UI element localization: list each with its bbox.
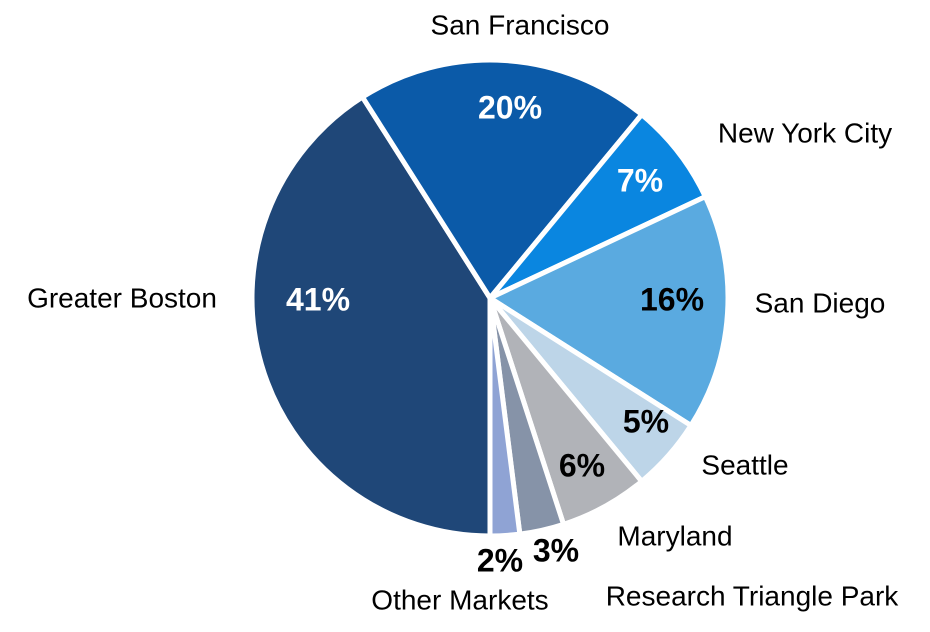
category-label: San Francisco (431, 9, 610, 40)
pie-slice (487, 295, 523, 539)
category-label: Greater Boston (27, 282, 217, 313)
category-label: Research Triangle Park (606, 580, 900, 611)
pie-slice (359, 57, 645, 301)
value-label: 7% (617, 162, 663, 198)
category-label: Maryland (617, 520, 732, 551)
value-label: 16% (640, 281, 704, 317)
value-label: 41% (286, 281, 350, 317)
value-label: 3% (533, 532, 579, 568)
value-label: 20% (478, 89, 542, 125)
category-label: Seattle (701, 449, 788, 480)
pie-slice (487, 194, 731, 429)
value-label: 5% (623, 403, 669, 439)
value-label: 6% (559, 447, 605, 483)
category-label: New York City (718, 117, 892, 148)
value-label: 2% (477, 542, 523, 578)
category-label: Other Markets (371, 584, 548, 615)
category-label: San Diego (755, 287, 886, 318)
